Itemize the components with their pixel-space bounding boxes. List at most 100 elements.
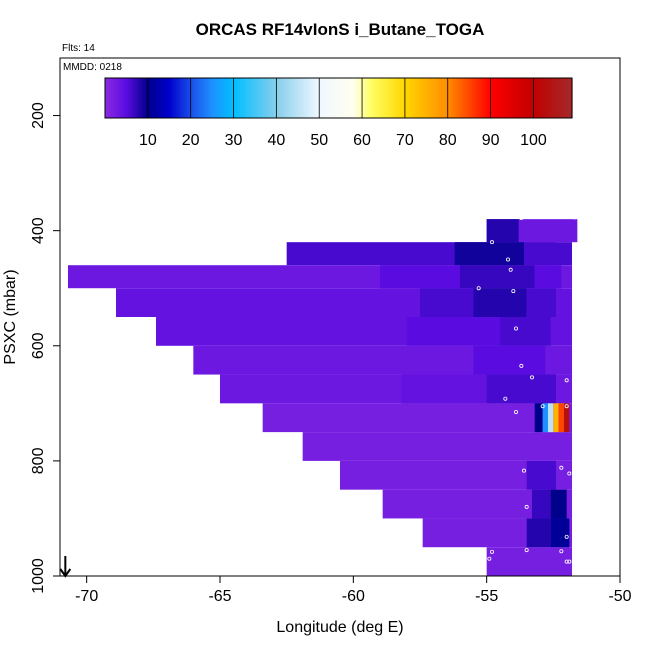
heatmap-cell [532,489,551,519]
colorbar-segment [147,78,151,118]
heatmap-cell [500,317,551,346]
colorbar-segment [205,78,209,118]
colorbar-segment [387,78,391,118]
colorbar-segment [563,78,567,118]
data-point [508,214,513,219]
colorbar-segment [216,78,220,118]
colorbar-segment [456,78,460,118]
colorbar-segment [113,78,117,118]
x-tick-label: -65 [208,588,231,605]
colorbar-segment [460,78,464,118]
colorbar-segment [379,78,382,118]
colorbar-segment [554,78,558,118]
colorbar-segment [139,78,143,118]
data-point [567,471,572,476]
colorbar-segment [426,78,430,118]
heatmap-cell [406,317,500,346]
data-point [564,404,569,409]
colorbar-segment [218,78,222,118]
colorbar-segment [233,78,237,118]
chart-title: ORCAS RF14vIonS i_Butane_TOGA [196,20,485,39]
colorbar-segment [115,78,119,118]
heatmap-cell [454,242,524,266]
data-point [514,409,519,414]
colorbar-segment [441,78,445,118]
colorbar-segment [323,78,327,118]
colorbar-segment [432,78,436,118]
colorbar-segment [207,78,211,118]
colorbar-segment [392,78,395,118]
colorbar-segment [537,78,541,118]
colorbar-segment [192,78,196,118]
colorbar-segment [276,78,280,118]
colorbar-segment [357,78,361,118]
colorbar-segment [524,78,528,118]
colorbar-segment [280,78,284,118]
colorbar-segment [325,78,329,118]
colorbar-segment [439,78,442,118]
data-point [487,556,492,561]
colorbar-segment [338,78,342,118]
data-point [540,404,545,409]
data-point [489,240,494,245]
y-tick-label: 800 [30,447,47,474]
colorbar-segment [164,78,168,118]
date-label: MMDD: 0218 [63,62,122,73]
colorbar-segment [505,78,509,118]
y-tick-label: 1000 [30,558,47,594]
colorbar-segment [334,78,337,118]
heatmap-cell [526,518,551,548]
colorbar-segment [400,78,404,118]
colorbar-segment [494,78,498,118]
colorbar-segment [154,78,158,118]
data-point [495,214,500,219]
colorbar-segment [385,78,389,118]
colorbar-segment [222,78,226,118]
colorbar-segment [366,78,370,118]
colorbar-segment [321,78,325,118]
colorbar-segment [529,78,532,118]
data-point [503,396,508,401]
colorbar-segment [462,78,466,118]
heatmap-cell [473,345,546,375]
colorbar-segment [231,78,235,118]
data-point [559,549,564,554]
colorbar-segment [447,78,451,118]
colorbar-segment [509,78,513,118]
colorbar-segment [344,78,348,118]
colorbar-segment [464,78,468,118]
colorbar-segment [179,78,183,118]
colorbar-segment [107,78,110,118]
colorbar-segment [287,78,290,118]
colorbar-segment [212,78,215,118]
colorbar-segment [437,78,440,118]
colorbar-segment [177,78,181,118]
colorbar-segment [171,78,175,118]
colorbar-segment [413,78,417,118]
colorbar-segment [134,78,138,118]
colorbar-segment [396,78,400,118]
colorbar-frame [104,77,573,119]
colorbar-segment [149,78,153,118]
colorbar-segment [244,78,247,118]
colorbar-segment [111,78,115,118]
colorbar-segment [308,78,312,118]
data-point [567,559,572,564]
colorbar-segment [516,78,520,118]
colorbar-tick-label: 100 [520,132,547,149]
colorbar-tick-label: 70 [396,132,414,149]
y-tick-label: 400 [30,217,47,244]
colorbar-segment [109,78,113,118]
colorbar-tick-label: 50 [310,132,328,149]
data-point [564,534,569,539]
colorbar-segment [430,78,434,118]
colorbar-segment [454,78,457,118]
colorbar-segment [342,78,346,118]
colorbar-segment [428,78,432,118]
x-tick-label: -60 [342,588,365,605]
colorbar-segment [269,78,273,118]
heatmap-cell [401,374,487,404]
colorbar-segment [145,78,149,118]
colorbar-segment [173,78,177,118]
arrow-head [59,568,72,578]
